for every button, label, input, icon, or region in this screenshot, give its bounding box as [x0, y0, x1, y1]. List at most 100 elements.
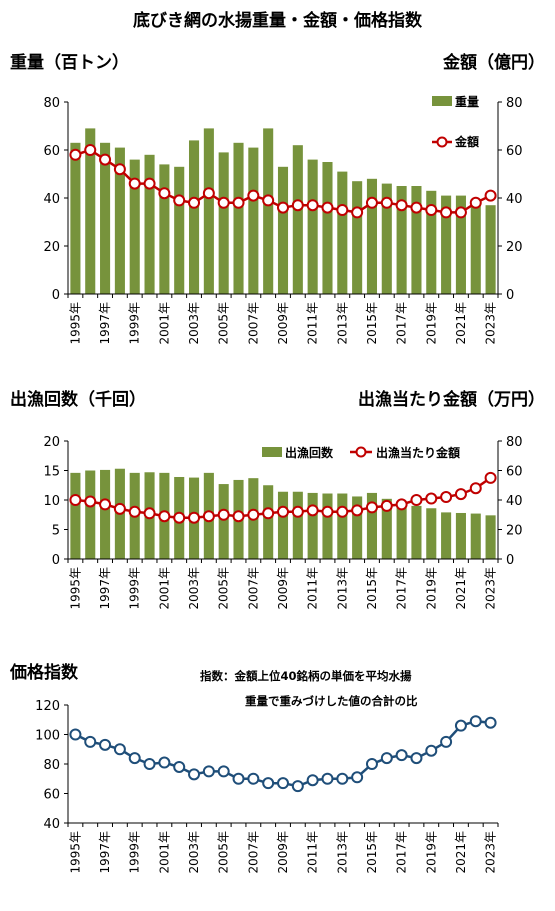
line-point [202, 510, 215, 523]
line-point [395, 749, 408, 762]
line-point [484, 716, 497, 729]
line-point [247, 508, 260, 521]
left-axis-label: 重量（百トン） [10, 52, 129, 73]
line-point [410, 201, 423, 214]
bar [85, 470, 96, 559]
line-point [440, 491, 453, 504]
bar [248, 147, 259, 294]
bar [277, 166, 289, 294]
x-tick-label: 2009年 [276, 567, 290, 610]
line-point [113, 743, 126, 756]
line-point [188, 196, 201, 209]
line-point [454, 488, 467, 501]
x-tick-label: 2021年 [454, 302, 468, 345]
x-tick-label: 2007年 [246, 567, 260, 610]
line-point [365, 196, 378, 209]
x-tick-label: 2023年 [484, 302, 498, 345]
x-tick-label: 2011年 [306, 831, 320, 874]
annotation-line-1: 指数：金額上位40銘柄の単価を平均水揚 [200, 669, 412, 683]
bar [455, 195, 466, 294]
x-tick-label: 2003年 [187, 302, 201, 345]
left-tick-label: 80 [43, 96, 60, 111]
legend-marker-per-trip [355, 446, 367, 458]
bar [352, 181, 363, 294]
line-point [202, 765, 215, 778]
bar [441, 512, 452, 559]
right-tick-label: 0 [506, 553, 514, 568]
line-point [143, 507, 156, 520]
line-point [173, 511, 186, 524]
bar [307, 492, 318, 559]
x-tick-label: 1995年 [68, 302, 82, 345]
line-point [277, 505, 289, 518]
legend-swatch-trips [262, 447, 282, 457]
line-point [262, 777, 275, 790]
x-tick-label: 2021年 [454, 831, 468, 874]
line-point [425, 492, 438, 505]
bar [218, 152, 229, 294]
line-point [277, 777, 289, 790]
bar [292, 145, 303, 294]
line-point [351, 504, 364, 517]
line-point [306, 774, 319, 787]
x-tick-label: 2015年 [365, 831, 379, 874]
left-tick-label: 15 [43, 465, 60, 480]
x-tick-label: 1997年 [98, 831, 112, 874]
line-point [143, 177, 156, 190]
legend-marker-amount [436, 136, 448, 148]
annotation-line-2: 重量で重みづけした値の合計の比 [245, 694, 418, 708]
bar [70, 142, 81, 294]
legend: 出漁回数 出漁当たり金額 [262, 445, 460, 460]
line-point [380, 499, 393, 512]
bar [352, 496, 363, 559]
line-point [99, 738, 112, 751]
line-point [84, 495, 97, 508]
line-point [173, 760, 186, 773]
line-point [306, 199, 319, 212]
bar [188, 140, 200, 294]
left-axis-label: 出漁回数（千回） [10, 389, 146, 410]
bar [292, 491, 303, 559]
line-point [113, 163, 126, 176]
line-point [291, 199, 304, 212]
line-point [202, 187, 215, 200]
bar [381, 498, 392, 559]
line-point [69, 148, 82, 161]
line-point [410, 752, 423, 765]
trips-per-trip-amount-chart: 出漁回数（千回） 出漁当たり金額（万円） 0 5 10 15 20 0 20 40 60 80 19… [10, 389, 545, 610]
line-point [128, 752, 141, 765]
bar [396, 502, 407, 559]
bar [426, 190, 437, 294]
x-tick-label: 2011年 [306, 302, 320, 345]
line-point [365, 758, 378, 770]
x-tick-label: 2021年 [454, 567, 468, 610]
line-point [440, 735, 453, 748]
line-point [217, 196, 230, 209]
x-tick-label: 1997年 [98, 302, 112, 345]
bar [366, 178, 378, 294]
line-point [84, 144, 97, 156]
line-point [291, 780, 304, 793]
bar [174, 166, 185, 294]
left-tick-label: 60 [43, 788, 60, 803]
plot-area: 0 5 10 15 20 0 20 40 60 80 1995年 1997年 1999年 2001年 200… [43, 435, 522, 610]
x-tick-label: 1999年 [128, 831, 142, 874]
legend-label-trips: 出漁回数 [285, 445, 334, 460]
line-point [99, 498, 112, 511]
line-point [380, 196, 393, 209]
line-point [469, 715, 482, 728]
bar [129, 159, 140, 294]
line-point [188, 511, 201, 524]
bar [337, 493, 348, 559]
line-point [454, 719, 467, 732]
bar [470, 513, 481, 559]
line-point [395, 199, 408, 212]
x-tick-label: 2001年 [157, 302, 171, 345]
line-point [128, 505, 141, 518]
x-tick-label: 2019年 [424, 567, 438, 610]
left-tick-label: 100 [35, 729, 60, 744]
right-axis-label: 出漁当たり金額（万円） [358, 389, 545, 410]
bar [337, 171, 348, 294]
right-tick-label: 60 [506, 465, 523, 480]
bar [470, 202, 481, 294]
